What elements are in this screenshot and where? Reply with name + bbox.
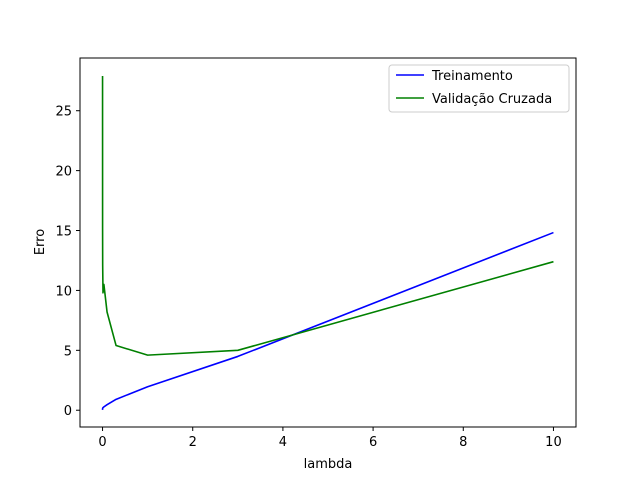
x-tick-label: 10 bbox=[545, 435, 562, 450]
series-line-validacao bbox=[101, 75, 554, 356]
y-tick-label: 0 bbox=[64, 404, 72, 419]
y-tick-label: 15 bbox=[55, 225, 72, 240]
series-lines bbox=[101, 75, 554, 410]
x-tick-label: 6 bbox=[369, 435, 377, 450]
y-tick-label: 5 bbox=[64, 344, 72, 359]
x-tick-label: 8 bbox=[459, 435, 467, 450]
legend-box bbox=[388, 64, 570, 113]
y-tick-label: 20 bbox=[55, 165, 72, 180]
legend-label-validacao: Validação Cruzada bbox=[432, 92, 552, 107]
y-axis-label: Erro bbox=[33, 229, 48, 255]
y-tick-label: 10 bbox=[55, 284, 72, 299]
legend: Treinamento Validação Cruzada bbox=[388, 64, 570, 113]
series-line-treinamento bbox=[101, 231, 554, 410]
plot-frame bbox=[79, 57, 577, 428]
y-tick-label: 25 bbox=[55, 105, 72, 120]
y-axis-ticks: 0 5 10 15 20 25 bbox=[55, 105, 80, 419]
legend-label-treinamento: Treinamento bbox=[431, 69, 513, 84]
x-axis-label: lambda bbox=[304, 457, 353, 472]
x-tick-label: 2 bbox=[189, 435, 197, 450]
x-tick-label: 0 bbox=[98, 435, 106, 450]
x-tick-label: 4 bbox=[279, 435, 287, 450]
x-axis-ticks: 0 2 4 6 8 10 bbox=[98, 427, 562, 450]
